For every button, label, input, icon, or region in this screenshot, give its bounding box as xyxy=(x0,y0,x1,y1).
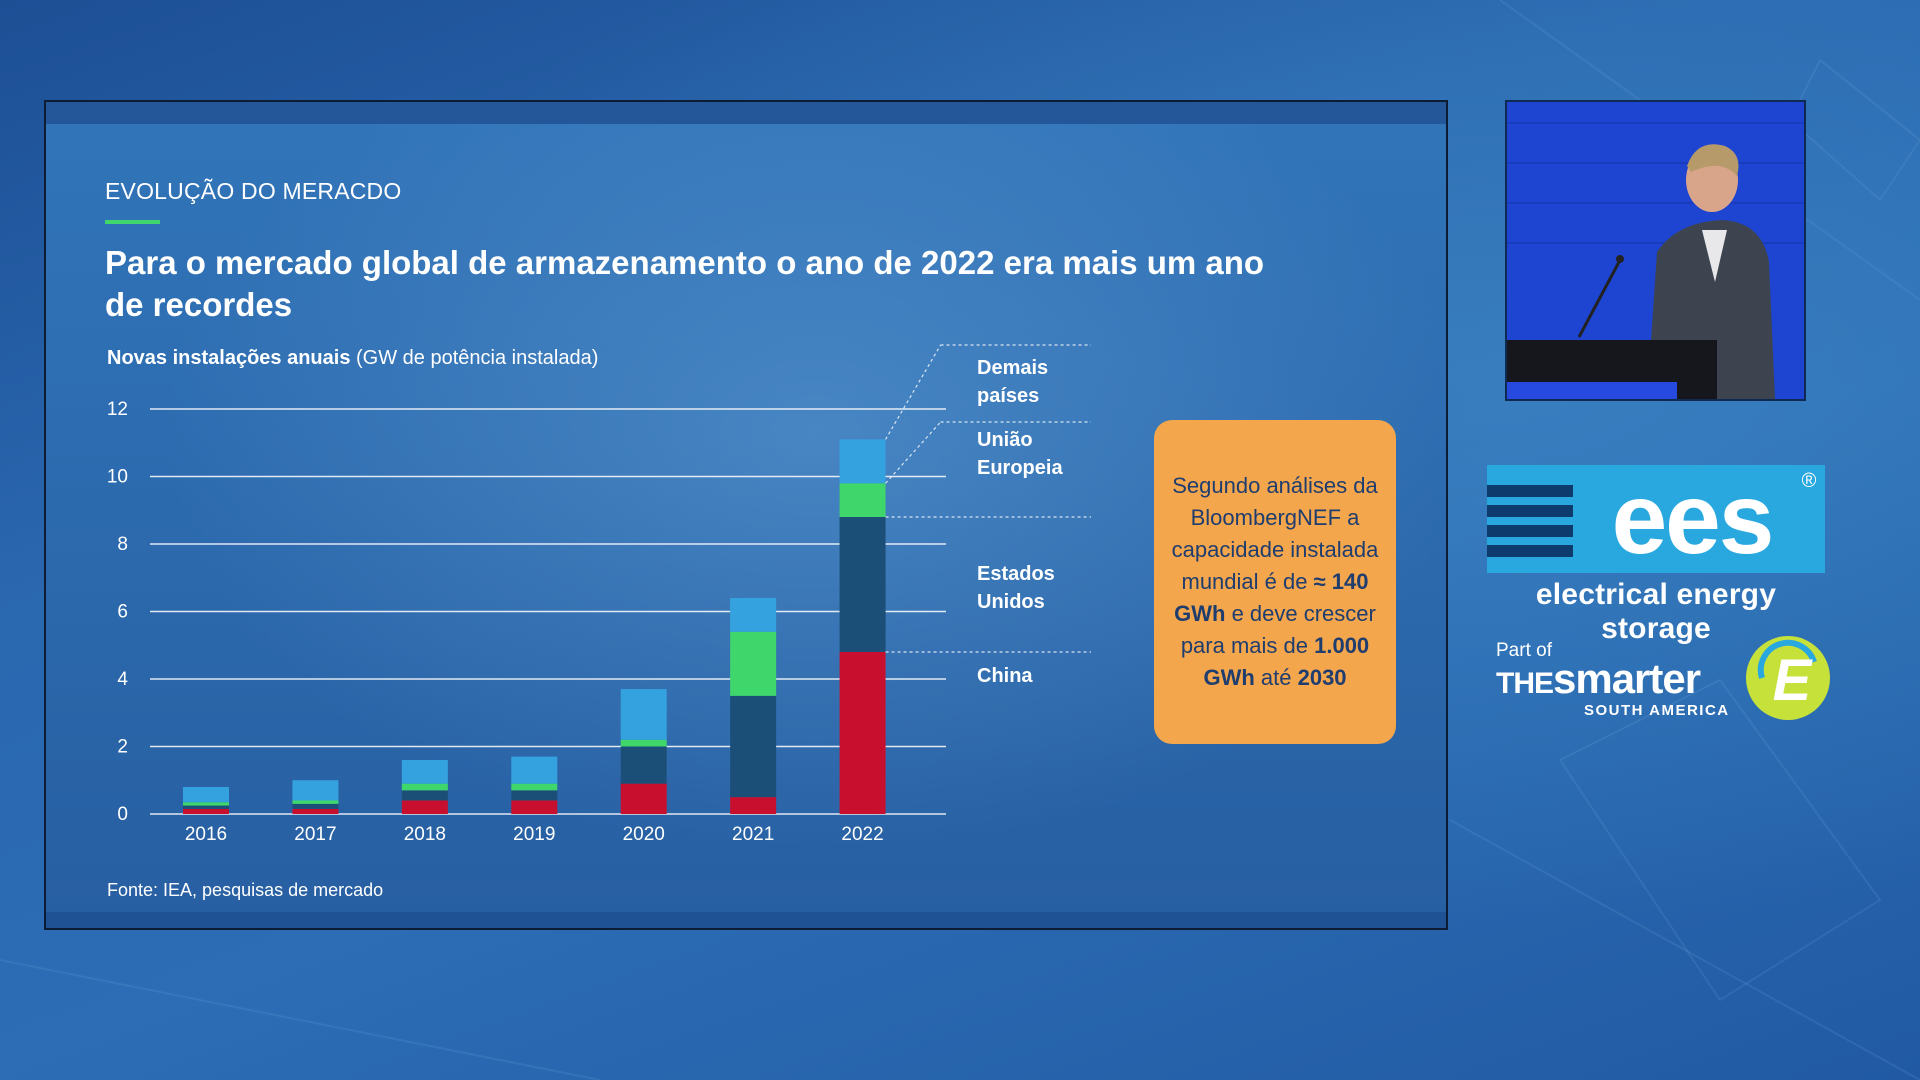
bar-segment xyxy=(620,739,667,747)
y-tick-label: 0 xyxy=(117,804,128,825)
bar-segment xyxy=(839,439,886,484)
bar-segment xyxy=(183,787,229,803)
bar-segment xyxy=(730,797,777,814)
smarter-e-badge: E xyxy=(1746,636,1830,720)
legend-label: Estados xyxy=(977,563,1055,585)
slide-bottom-bar xyxy=(46,912,1446,928)
bar-segment xyxy=(730,598,777,632)
x-tick-label: 2021 xyxy=(732,824,774,845)
south-america-label: SOUTH AMERICA xyxy=(1584,702,1730,719)
callout-box: Segundo análises da BloombergNEF a capac… xyxy=(1154,420,1396,744)
x-tick-label: 2019 xyxy=(513,824,555,845)
chart-subtitle: Novas instalações anuais (GW de potência… xyxy=(107,347,598,370)
legend-label: países xyxy=(977,385,1039,407)
callout-highlight-3: 2030 xyxy=(1297,665,1347,690)
chart-source: Fonte: IEA, pesquisas de mercado xyxy=(107,880,384,900)
bar-segment xyxy=(839,652,886,814)
legend-label: Europeia xyxy=(977,457,1063,479)
chart-subtitle-unit: (GW de potência instalada) xyxy=(350,347,599,369)
callout-highlight-2: 1.000 GWh xyxy=(1203,633,1370,690)
legend-leader-line xyxy=(885,344,942,440)
y-tick-label: 12 xyxy=(107,399,128,420)
legend-label: Demais xyxy=(977,357,1048,379)
x-tick-label: 2018 xyxy=(404,824,446,845)
bar-segment xyxy=(620,783,667,814)
bar-segment xyxy=(401,760,448,784)
x-tick-label: 2017 xyxy=(294,824,336,845)
bar-segment xyxy=(839,517,886,652)
bar-segment xyxy=(511,800,558,814)
bar-segment xyxy=(730,695,777,798)
bar-segment xyxy=(401,783,448,791)
callout-text-1: Segundo análises da BloombergNEF a capac… xyxy=(1171,473,1379,594)
bar-segment xyxy=(401,800,448,814)
y-tick-label: 8 xyxy=(117,534,128,555)
slide-headline: Para o mercado global de armazenamento o… xyxy=(105,244,1265,323)
bar-segment xyxy=(620,689,667,740)
the-smarter-logo: THEsmarter xyxy=(1496,655,1701,703)
section-underline xyxy=(105,220,160,224)
bar-segment xyxy=(292,780,339,801)
bar-segment xyxy=(292,808,339,814)
bar-segment xyxy=(183,808,229,814)
part-of-label: Part of xyxy=(1496,640,1552,661)
chart-subtitle-bold: Novas instalações anuais xyxy=(107,347,351,369)
bar-segment xyxy=(730,631,777,696)
registered-mark: ® xyxy=(1802,470,1817,492)
bar-segment xyxy=(839,483,886,517)
y-tick-label: 4 xyxy=(117,669,128,690)
y-tick-label: 2 xyxy=(117,737,128,758)
speaker-video xyxy=(1505,100,1806,401)
legend-label: Unidos xyxy=(977,591,1045,613)
x-tick-label: 2016 xyxy=(185,824,227,845)
the-smarter-the: THE xyxy=(1496,667,1554,700)
bar-segment xyxy=(620,746,667,784)
ees-logo: ees ® xyxy=(1487,465,1825,575)
bar-segment xyxy=(511,783,558,791)
x-tick-label: 2020 xyxy=(623,824,665,845)
bar-segment xyxy=(183,802,229,806)
ees-logo-text: ees xyxy=(1612,465,1773,575)
ees-logo-stripes xyxy=(1487,485,1573,557)
y-tick-label: 6 xyxy=(117,602,128,623)
bar-segment xyxy=(292,800,339,804)
x-tick-label: 2022 xyxy=(841,824,883,845)
ees-tagline: electrical energy storage xyxy=(1535,578,1777,645)
bar-segment xyxy=(292,803,339,809)
smarter-e-letter: E xyxy=(1773,648,1814,713)
bar-segment xyxy=(511,790,558,801)
y-tick-label: 10 xyxy=(107,467,128,488)
callout-text-2: e deve crescer para mais de xyxy=(1180,601,1376,658)
slide-top-bar xyxy=(46,102,1446,124)
callout-text: Segundo análises da BloombergNEF a capac… xyxy=(1168,470,1382,694)
bar-segment xyxy=(183,805,229,809)
callout-highlight-1: ≈ 140 GWh xyxy=(1174,569,1369,626)
presentation-slide: 0 2 4 6 8 10 12 2016 2017 2018 2019 2020 2021 2022 Dem… xyxy=(44,100,1448,930)
legend-label: China xyxy=(977,665,1033,687)
the-smarter-word: smarter xyxy=(1553,655,1701,702)
section-label: EVOLUÇÃO DO MERACDO xyxy=(105,178,402,204)
callout-text-3: até xyxy=(1254,665,1298,690)
bar-segment xyxy=(401,790,448,801)
bar-chart: 0 2 4 6 8 10 12 2016 2017 2018 2019 2020 2021 2022 Dem… xyxy=(107,344,1091,845)
bar-segment xyxy=(511,756,558,784)
legend-label: União xyxy=(977,429,1033,451)
speaker-figure xyxy=(1507,102,1804,399)
legend-leader-line xyxy=(885,421,942,484)
